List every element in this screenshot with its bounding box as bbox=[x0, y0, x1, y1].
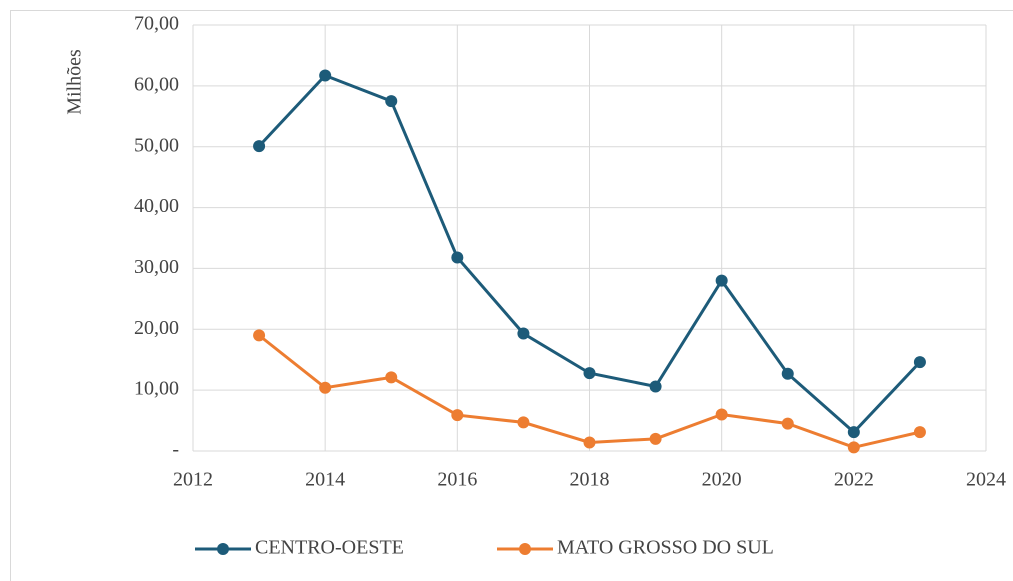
data-point bbox=[517, 327, 530, 340]
data-point bbox=[451, 251, 464, 264]
y-tick-label: 10,00 bbox=[134, 378, 179, 400]
data-point bbox=[319, 381, 332, 394]
data-point bbox=[319, 69, 332, 82]
y-axis-label: Milhões bbox=[64, 49, 86, 115]
chart-border bbox=[10, 10, 1013, 581]
x-tick-label: 2018 bbox=[570, 469, 610, 491]
data-point bbox=[715, 408, 728, 421]
y-tick-label: 30,00 bbox=[134, 256, 179, 278]
x-tick-label: 2014 bbox=[305, 469, 345, 491]
y-tick-label: 70,00 bbox=[134, 13, 179, 35]
legend-label: CENTRO-OESTE bbox=[255, 537, 404, 559]
x-tick-label: 2022 bbox=[834, 469, 874, 491]
data-point bbox=[913, 356, 926, 369]
y-tick-label: 60,00 bbox=[134, 73, 179, 95]
legend-label: MATO GROSSO DO SUL bbox=[557, 537, 774, 559]
legend-marker bbox=[217, 543, 229, 555]
data-point bbox=[451, 409, 464, 422]
data-point bbox=[385, 371, 398, 384]
data-point bbox=[649, 380, 662, 393]
data-point bbox=[847, 441, 860, 454]
data-point bbox=[715, 274, 728, 287]
data-point bbox=[913, 426, 926, 439]
data-point bbox=[649, 432, 662, 445]
data-point bbox=[847, 426, 860, 439]
data-point bbox=[781, 367, 794, 380]
data-point bbox=[385, 95, 398, 108]
data-point bbox=[583, 436, 596, 449]
data-point bbox=[583, 367, 596, 380]
legend-marker bbox=[519, 543, 531, 555]
y-tick-label: 40,00 bbox=[134, 195, 179, 217]
x-tick-label: 2020 bbox=[702, 469, 742, 491]
x-tick-label: 2024 bbox=[966, 469, 1006, 491]
data-point bbox=[781, 417, 794, 430]
y-tick-label: - bbox=[172, 439, 179, 461]
data-point bbox=[253, 140, 266, 153]
y-tick-label: 50,00 bbox=[134, 134, 179, 156]
y-tick-label: 20,00 bbox=[134, 317, 179, 339]
x-tick-label: 2016 bbox=[437, 469, 477, 491]
x-tick-label: 2012 bbox=[173, 469, 213, 491]
data-point bbox=[517, 416, 530, 429]
data-point bbox=[253, 329, 266, 342]
